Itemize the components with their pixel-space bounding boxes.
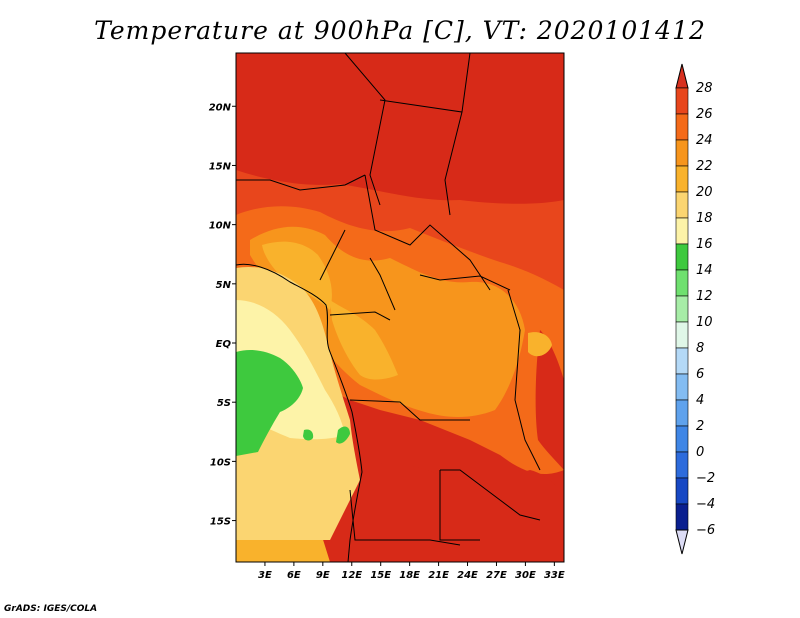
lon-tick-label: 18E	[399, 570, 420, 581]
colorbar-label: 14	[696, 263, 713, 278]
field-east-red	[535, 330, 564, 470]
lon-tick-label: 9E	[316, 570, 330, 581]
lake-victoria	[528, 332, 552, 357]
lat-tick-label: EQ	[216, 339, 232, 350]
colorbar-segment	[675, 87, 689, 115]
colorbar-label: 6	[696, 367, 704, 382]
colorbar-segment	[675, 321, 689, 349]
lat-tick-label: 20N	[209, 102, 232, 113]
longitude-axis: 3E 6E 9E 12E 15E 18E 21E 24E 27E 30E 33E	[258, 562, 565, 581]
boundaries	[236, 53, 541, 562]
lon-tick-label: 27E	[486, 570, 507, 581]
colorbar-label: 0	[696, 445, 704, 460]
colorbar-segment	[675, 191, 689, 219]
colorbar-segment	[675, 503, 689, 531]
field-20-region	[262, 241, 332, 310]
colorbar-segment	[675, 165, 689, 193]
colorbar-segment	[675, 217, 689, 245]
colorbar-label: 26	[696, 107, 713, 122]
lat-tick-label: 5S	[217, 398, 231, 409]
colorbar-segment	[675, 477, 689, 505]
colorbar-segment	[675, 269, 689, 297]
lon-tick-label: 21E	[428, 570, 449, 581]
colorbar-label: 2	[696, 419, 704, 434]
grads-credit: GrADS: IGES/COLA	[4, 604, 98, 614]
lat-tick-label: 15N	[209, 161, 232, 172]
latitude-axis: 20N 15N 10N 5N EQ 5S 10S 15S	[209, 102, 236, 528]
lon-tick-label: 6E	[287, 570, 301, 581]
field-14-cold-pool	[236, 350, 303, 456]
lat-tick-label: 10N	[209, 221, 232, 232]
lat-tick-label: 5N	[216, 280, 232, 291]
colorbar-segment	[675, 243, 689, 271]
temperature-field	[236, 53, 564, 562]
colorbar-label: 28	[696, 81, 713, 96]
lat-tick-label: 15S	[210, 517, 231, 528]
colorbar-label: −2	[696, 471, 715, 486]
west-coast	[236, 263, 363, 562]
colorbar-segment	[675, 139, 689, 167]
colorbar-segment	[675, 451, 689, 479]
lon-tick-label: 33E	[544, 570, 565, 581]
field-20-region-2	[330, 300, 398, 380]
colorbar-segment	[675, 373, 689, 401]
colorbar-segment	[675, 113, 689, 141]
colorbar-label: 24	[696, 133, 713, 148]
colorbar-label: 22	[696, 159, 713, 174]
map-title: Temperature at 900hPa [C], VT: 202010141…	[94, 16, 706, 45]
colorbar-label: −4	[696, 497, 715, 512]
lon-tick-label: 30E	[515, 570, 536, 581]
colorbar-segment	[675, 425, 689, 453]
lat-tick-label: 10S	[210, 457, 231, 468]
border-lines	[236, 53, 541, 546]
colorbar-label: 20	[696, 185, 713, 200]
field-14-small-patch-1	[303, 429, 314, 441]
field-14-small-patch-2	[336, 426, 350, 444]
plot-frame	[235, 52, 565, 563]
colorbar-label: 12	[696, 289, 713, 304]
colorbar-top-arrow	[675, 63, 689, 89]
lon-tick-label: 15E	[370, 570, 391, 581]
colorbar-bottom-arrow	[675, 529, 689, 555]
colorbar-label: 4	[696, 393, 704, 408]
colorbar-segment	[675, 399, 689, 427]
lon-tick-label: 24E	[457, 570, 478, 581]
lon-tick-label: 12E	[341, 570, 362, 581]
colorbar-segment	[675, 347, 689, 375]
colorbar-label: 8	[696, 341, 704, 356]
colorbar-label: 18	[696, 211, 713, 226]
field-southern-red	[350, 463, 564, 562]
lon-tick-label: 3E	[258, 570, 272, 581]
colorbar-label: 10	[696, 315, 713, 330]
colorbar-label: 16	[696, 237, 713, 252]
colorbar-label: −6	[696, 523, 715, 538]
colorbar-segment	[675, 295, 689, 323]
